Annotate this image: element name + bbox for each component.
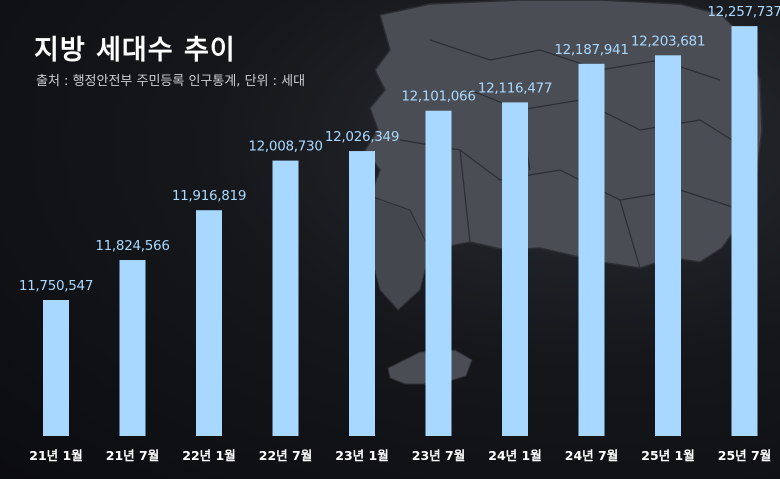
bar-value-label: 12,026,349 xyxy=(325,129,399,145)
bar-value-label: 11,824,566 xyxy=(95,238,169,254)
page-subtitle: 출처 : 행정안전부 주민등록 인구통계, 단위 : 세대 xyxy=(36,74,306,89)
x-tick-label: 22년 7월 xyxy=(259,448,312,463)
bar-5 xyxy=(349,151,375,436)
bar-6 xyxy=(425,110,452,437)
bar-3 xyxy=(196,210,222,436)
bar-1 xyxy=(43,300,69,436)
bar-4 xyxy=(272,160,299,436)
bar-2 xyxy=(119,260,146,436)
x-tick-label: 24년 1월 xyxy=(488,448,541,463)
x-tick-label: 22년 1월 xyxy=(182,448,235,463)
bar-value-label: 12,257,737 xyxy=(707,4,780,20)
bar-8 xyxy=(578,63,605,436)
bar-value-label: 11,916,819 xyxy=(172,188,246,204)
bar-value-label: 12,008,730 xyxy=(248,139,322,155)
x-tick-label: 23년 1월 xyxy=(335,448,388,463)
bar-10 xyxy=(731,26,758,436)
bar-value-label: 11,750,547 xyxy=(19,278,93,294)
bar-7 xyxy=(502,102,528,436)
x-tick-label: 25년 7월 xyxy=(718,448,771,463)
bar-value-label: 12,203,681 xyxy=(631,33,705,49)
bar-value-label: 12,116,477 xyxy=(478,80,552,96)
bar-value-label: 12,101,066 xyxy=(401,89,475,105)
x-tick-label: 23년 7월 xyxy=(412,448,465,463)
x-tick-label: 24년 7월 xyxy=(565,448,618,463)
bar-9 xyxy=(655,55,681,436)
x-tick-label: 25년 1월 xyxy=(641,448,694,463)
x-tick-label: 21년 7월 xyxy=(106,448,159,463)
x-tick-label: 21년 1월 xyxy=(29,448,82,463)
page-title: 지방 세대수 추이 xyxy=(34,35,236,66)
bar-value-label: 12,187,941 xyxy=(554,42,628,58)
